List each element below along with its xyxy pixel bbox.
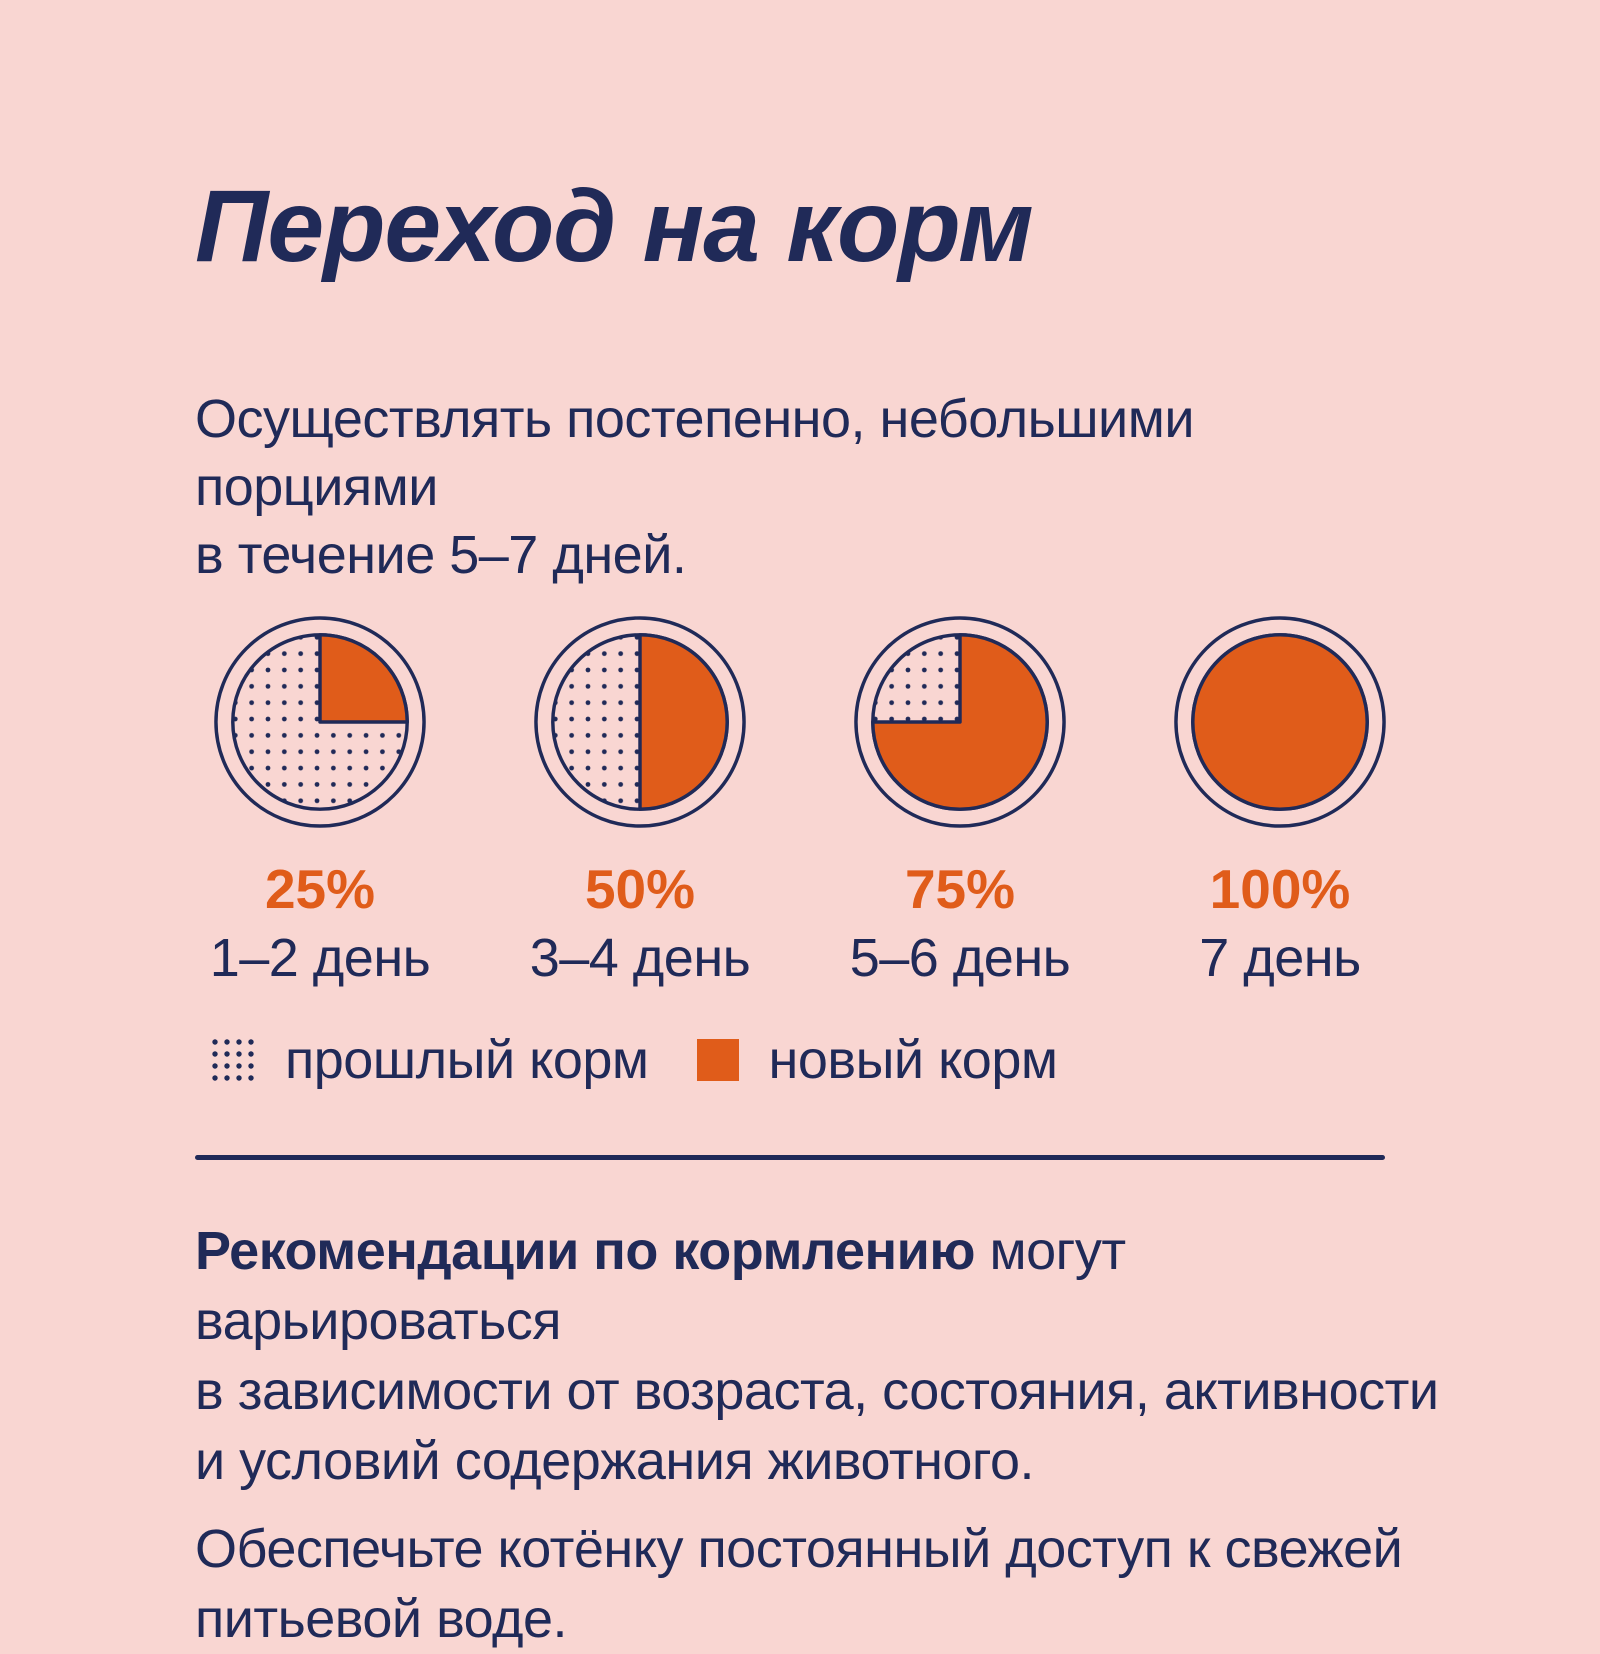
note-paragraph-1: Рекомендации по кормлению могут варьиров… xyxy=(195,1216,1450,1496)
note-line: Обеспечьте котёнку постоянный доступ к с… xyxy=(195,1519,1403,1580)
pie-percent-label: 50% xyxy=(584,858,696,921)
pie-stage: 25% 1–2 день xyxy=(195,613,445,989)
transition-pie-row: 25% 1–2 день 50% 3–4 день 75% 5–6 день 100% 7 д… xyxy=(195,613,1450,989)
legend-label: прошлый корм xyxy=(285,1030,649,1091)
note-line: в зависимости от возраста, состояния, ак… xyxy=(195,1361,1439,1422)
legend-item: прошлый корм xyxy=(211,1029,649,1091)
pie-stage: 100% 7 день xyxy=(1155,613,1405,989)
feeding-notes: Рекомендации по кормлению могут варьиров… xyxy=(195,1216,1450,1654)
note-line: питьевой воде. xyxy=(195,1589,568,1650)
note-line: и условий содержания животного. xyxy=(195,1431,1034,1492)
intro-line: Осуществлять постепенно, небольшими порц… xyxy=(195,389,1194,518)
pie-stage: 75% 5–6 день xyxy=(835,613,1085,989)
pie-percent-label: 25% xyxy=(264,858,376,921)
legend-item: новый корм xyxy=(696,1029,1058,1091)
pie-day-label: 5–6 день xyxy=(849,928,1071,989)
pie-chart xyxy=(854,616,1066,829)
pie-day-label: 3–4 день xyxy=(529,928,751,989)
pie-percent-label: 100% xyxy=(1209,858,1351,921)
new-food-color-swatch xyxy=(696,1039,739,1082)
pie-percent-label: 75% xyxy=(904,858,1016,921)
note-line: Рекомендации по кормлению могут варьиров… xyxy=(195,1221,1126,1352)
note-paragraph-2: Обеспечьте котёнку постоянный доступ к с… xyxy=(195,1514,1450,1654)
pie-chart xyxy=(214,616,426,829)
pie-chart xyxy=(534,616,746,829)
divider-line xyxy=(195,1155,1385,1161)
legend: прошлый корм новый корм xyxy=(211,1029,1450,1091)
pie-stage: 50% 3–4 день xyxy=(515,613,765,989)
old-food-dots-swatch xyxy=(212,1039,254,1081)
legend-label: новый корм xyxy=(768,1030,1058,1091)
pie-chart xyxy=(1174,616,1386,829)
pie-day-label: 1–2 день xyxy=(209,928,431,989)
pie-day-label: 7 день xyxy=(1199,928,1361,989)
intro-line: в течение 5–7 дней. xyxy=(195,525,687,586)
intro-text: Осуществлять постепенно, небольшими порц… xyxy=(195,385,1450,589)
page-title: Переход на корм xyxy=(195,169,1034,283)
